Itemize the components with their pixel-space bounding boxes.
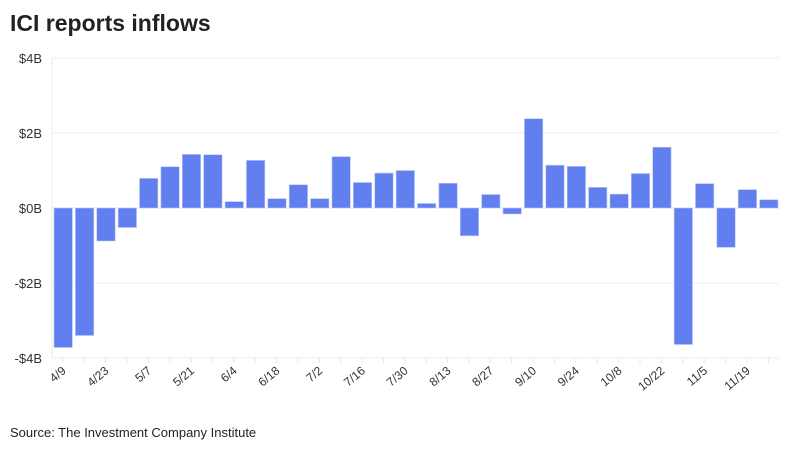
bar-10-22 [652,146,672,209]
bar-9-10 [524,118,544,209]
bar-10-1 [588,187,608,209]
bar-5-21 [181,154,201,209]
x-tick-label: 7/16 [341,363,368,389]
bar-5-14 [160,166,180,209]
bar-6-11 [246,160,266,209]
bar-7-16 [353,182,373,209]
bar-11-19 [737,189,757,209]
bar-8-27 [481,194,501,209]
y-tick-label: $0B [19,201,42,216]
y-tick-label: $2B [19,126,42,141]
x-tick-label: 9/24 [555,363,582,389]
x-tick-label: 10/22 [635,363,667,393]
x-tick-label: 8/13 [427,363,454,389]
x-tick-label: 7/30 [384,363,411,389]
x-tick-label: 11/5 [684,363,710,388]
bar-11-5 [695,183,715,209]
y-tick-label: -$4B [15,351,42,366]
x-tick-label: 8/27 [469,363,496,389]
bar-10-8 [609,193,629,209]
bar-10-29 [673,207,693,345]
bar-7-23 [374,172,394,209]
bar-11-26 [759,199,779,209]
bar-7-9 [331,156,351,209]
source-note: Source: The Investment Company Institute [10,425,257,440]
bar-11-12 [716,207,736,248]
bar-9-17 [545,164,565,209]
y-tick-label: -$2B [15,276,42,291]
chart-title: ICI reports inflows [10,10,211,36]
x-tick-label: 11/19 [722,363,754,393]
bar-4-30 [117,207,137,228]
bar-6-25 [288,184,308,209]
x-tick-label: 10/8 [598,363,625,389]
x-tick-label: 5/7 [132,363,154,385]
x-tick-label: 9/10 [512,363,539,389]
x-tick-label: 4/9 [47,363,69,385]
bar-6-4 [224,201,244,209]
bar-5-7 [139,178,159,209]
bar-7-2 [310,198,330,209]
bar-8-6 [417,203,437,209]
x-tick-label: 6/18 [256,363,283,389]
x-tick-label: 5/21 [170,363,197,389]
x-tick-label: 6/4 [218,363,240,385]
bar-8-20 [459,207,479,237]
bar-4-23 [96,207,116,242]
bar-7-30 [395,170,415,209]
bar-5-28 [203,154,223,209]
bar-9-24 [566,166,586,209]
x-tick-label: 7/2 [303,363,325,385]
bar-10-15 [631,173,651,209]
bar-8-13 [438,182,458,209]
y-tick-label: $4B [19,51,42,66]
bar-9-3 [502,207,522,215]
bar-4-16 [75,207,95,336]
bar-4-9 [53,207,73,348]
x-tick-label: 4/23 [84,363,111,389]
bar-6-18 [267,198,287,209]
